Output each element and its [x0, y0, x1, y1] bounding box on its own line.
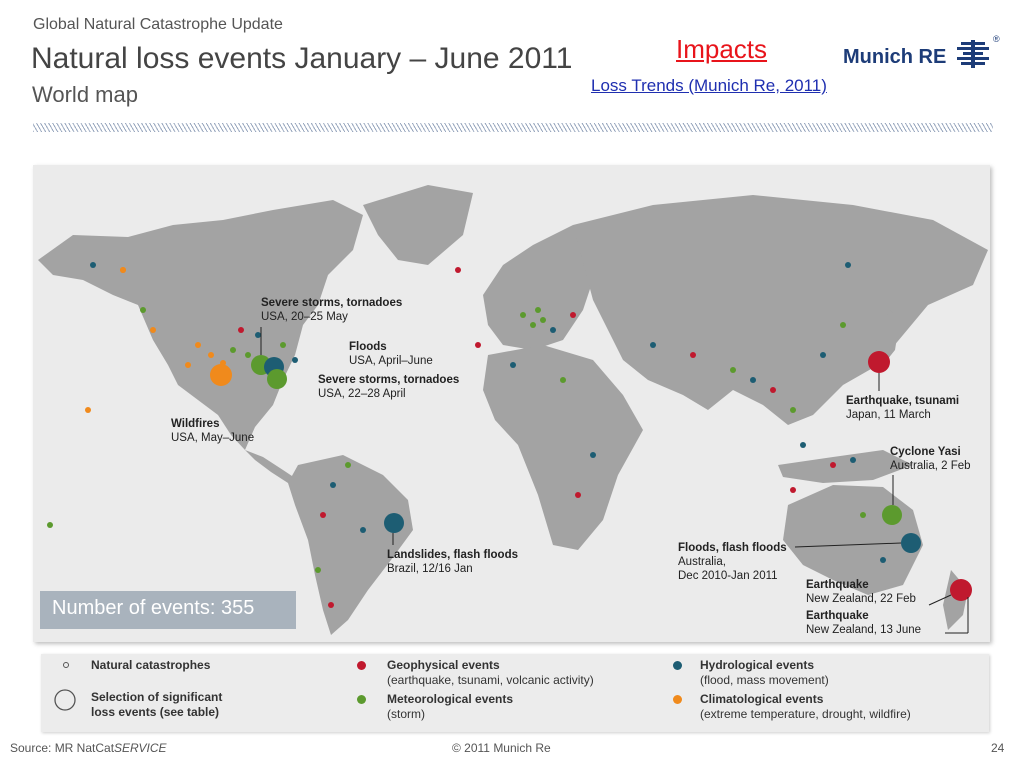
callout-detail: Australia, [678, 556, 726, 568]
geophysical-dot-icon [357, 661, 366, 670]
slide-title: Natural loss events January – June 2011 [31, 42, 573, 75]
callout-detail: USA, 22–28 April [318, 388, 406, 400]
callout-title: Earthquake, tsunami [846, 395, 960, 407]
small-circle-icon [63, 662, 69, 668]
legend-natural-catastrophes: Natural catastrophes [91, 658, 210, 673]
landmasses [38, 185, 988, 635]
south-america-landmass [288, 455, 413, 635]
map-legend: Natural catastrophes Selection of signif… [41, 654, 989, 732]
callout-landslides-brazil: Landslides, flash floods Brazil, 12/16 J… [387, 548, 518, 576]
floods-australia-marker[interactable] [901, 533, 921, 553]
callout-detail: Brazil, 12/16 Jan [387, 563, 473, 575]
callout-cyclone-yasi: Cyclone Yasi Australia, 2 Feb [890, 445, 971, 473]
callout-earthquake-nz-feb: Earthquake New Zealand, 22 Feb [806, 578, 916, 606]
legend-label: Geophysical events [387, 658, 500, 672]
munich-re-emblem-icon [957, 40, 989, 68]
callout-detail: New Zealand, 13 June [806, 624, 922, 636]
callout-detail: USA, May–June [171, 432, 255, 444]
callout-storms-usa-may: Severe storms, tornadoes USA, 20–25 May [261, 296, 402, 324]
munich-re-logo: Munich RE ® [843, 34, 1003, 80]
storms-usa-april-marker[interactable] [267, 369, 287, 389]
callout-title: Wildfires [171, 418, 220, 430]
source-prefix: Source: MR NatCat [10, 741, 115, 755]
page-number: 24 [991, 741, 1005, 755]
europe-landmass [483, 225, 603, 350]
loss-trends-link[interactable]: Loss Trends (Munich Re, 2011) [591, 76, 827, 95]
event-count-label: Number of events: 355 [52, 597, 255, 619]
footer-source: Source: MR NatCatSERVICE [10, 741, 167, 755]
callout-detail: USA, 20–25 May [261, 311, 348, 323]
callout-detail: Japan, 11 March [846, 409, 931, 421]
asia-landmass [573, 195, 988, 425]
header-divider [33, 123, 993, 132]
callout-earthquake-nz-june: Earthquake New Zealand, 13 June [806, 609, 921, 637]
meteorological-dot-icon [357, 695, 366, 704]
slide-subtitle: World map [32, 82, 138, 107]
callout-floods-usa: Floods USA, April–June [349, 340, 433, 368]
event-dots [47, 262, 886, 608]
registered-mark: ® [993, 34, 1000, 44]
legend-desc: (flood, mass movement) [700, 673, 829, 687]
legend-geophysical: Geophysical events (earthquake, tsunami,… [387, 658, 594, 688]
cyclone-yasi-marker[interactable] [882, 505, 902, 525]
callout-detail: New Zealand, 22 Feb [806, 593, 916, 605]
legend-label: Climatological events [700, 692, 824, 706]
legend-desc: (storm) [387, 707, 425, 721]
legend-climatological: Climatological events (extreme temperatu… [700, 692, 911, 722]
source-suffix: SERVICE [114, 741, 167, 755]
impacts-link[interactable]: Impacts [676, 34, 768, 64]
callout-detail: USA, April–June [349, 355, 433, 367]
callout-title: Earthquake [806, 610, 869, 622]
southeast-asia-islands [778, 450, 913, 483]
callout-detail: Dec 2010-Jan 2011 [678, 570, 778, 582]
greenland-landmass [363, 185, 473, 265]
callout-title: Cyclone Yasi [890, 446, 961, 458]
hydrological-dot-icon [673, 661, 682, 670]
callout-title: Landslides, flash floods [387, 549, 518, 561]
legend-significant-events: Selection of significant loss events (se… [91, 690, 222, 720]
event-count-box: Number of events: 355 [40, 591, 296, 629]
brand-name: Munich RE [843, 46, 947, 68]
climatological-dot-icon [673, 695, 682, 704]
callout-leaders [260, 327, 969, 634]
africa-landmass [483, 345, 643, 550]
callout-storms-usa-april: Severe storms, tornadoes USA, 22–28 Apri… [318, 373, 459, 401]
legend-label: Natural catastrophes [91, 658, 211, 672]
callout-title: Severe storms, tornadoes [318, 374, 460, 386]
footer-copyright: © 2011 Munich Re [452, 741, 551, 755]
floods-brazil-marker[interactable] [384, 513, 404, 533]
earthquake-nz-marker[interactable] [950, 579, 972, 601]
callout-title: Earthquake [806, 579, 869, 591]
legend-desc: (extreme temperature, drought, wildfire) [700, 707, 911, 721]
callout-floods-australia: Floods, flash floods Australia, Dec 2010… [678, 541, 787, 583]
callout-title: Severe storms, tornadoes [261, 297, 403, 309]
legend-label: Hydrological events [700, 658, 815, 672]
legend-label: Meteorological events [387, 692, 514, 706]
callout-title: Floods [349, 341, 387, 353]
slide-kicker: Global Natural Catastrophe Update [33, 16, 283, 33]
callout-title: Floods, flash floods [678, 542, 787, 554]
earthquake-japan-marker[interactable] [868, 351, 890, 373]
north-america-landmass [38, 200, 363, 450]
significant-events [210, 351, 972, 601]
callout-detail: Australia, 2 Feb [890, 460, 971, 472]
legend-desc: (earthquake, tsunami, volcanic activity) [387, 673, 594, 687]
legend-label: loss events (see table) [91, 705, 220, 719]
legend-hydrological: Hydrological events (flood, mass movemen… [700, 658, 829, 688]
legend-label: Selection of significant [91, 690, 223, 704]
wildfires-usa-marker[interactable] [210, 364, 232, 386]
central-america-landmass [245, 450, 298, 483]
world-map-canvas [38, 185, 988, 635]
large-circle-icon [54, 689, 76, 711]
callout-earthquake-japan: Earthquake, tsunami Japan, 11 March [846, 394, 959, 422]
legend-meteorological: Meteorological events (storm) [387, 692, 513, 722]
callout-wildfires-usa: Wildfires USA, May–June [171, 417, 254, 445]
world-map: Severe storms, tornadoes USA, 20–25 May … [33, 165, 990, 642]
